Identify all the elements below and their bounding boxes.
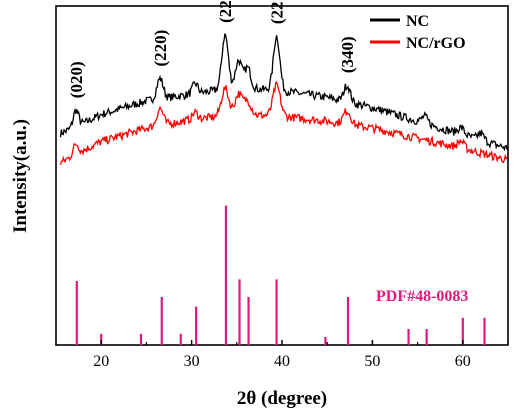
legend: NC NC/rGO (370, 13, 466, 52)
peak-label-1: (220) (151, 30, 170, 67)
x-tick-label-3: 50 (364, 353, 380, 370)
y-axis-label: Intensity(a.u.) (10, 119, 31, 233)
legend-label-nc: NC (406, 13, 429, 30)
x-ticks: 20 30 40 50 60 (55, 340, 509, 370)
peak-annotations: (020) (220) (221) (221) (340) (67, 0, 357, 98)
series-line-0 (59, 33, 508, 152)
reference-lines (75, 205, 486, 345)
reference-label: PDF#48-0083 (376, 288, 468, 305)
peak-label-2: (221) (216, 0, 235, 23)
legend-label-nc-rgo: NC/rGO (406, 35, 466, 52)
x-tick-label-4: 60 (455, 353, 471, 370)
peak-label-4: (340) (338, 36, 357, 73)
peak-label-3: (221) (268, 0, 287, 24)
x-tick-label-0: 20 (93, 353, 109, 370)
series-lines (59, 33, 508, 165)
series-line-1 (59, 80, 508, 165)
x-tick-label-1: 30 (184, 353, 200, 370)
x-axis-label: 2θ (degree) (237, 388, 327, 409)
peak-label-0: (020) (67, 61, 86, 98)
x-tick-label-2: 40 (274, 353, 290, 370)
